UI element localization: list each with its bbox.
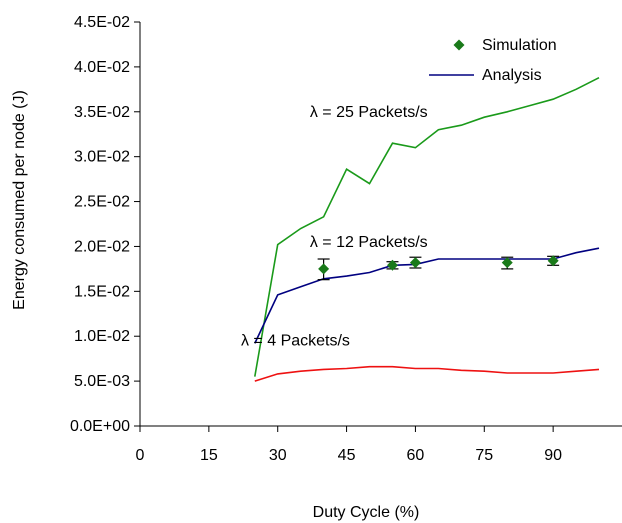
y-tick-label: 1.5E-02 bbox=[74, 283, 130, 300]
series-line-1 bbox=[254, 247, 600, 344]
y-tick-label: 0.0E+00 bbox=[70, 418, 130, 435]
annotation-1: λ = 12 Packets/s bbox=[310, 234, 428, 251]
legend: Simulation Analysis bbox=[429, 37, 557, 84]
series-line-2 bbox=[254, 365, 600, 382]
y-tick-label: 4.5E-02 bbox=[74, 14, 130, 31]
x-tick-label: 75 bbox=[475, 447, 493, 464]
simulation-point bbox=[501, 257, 513, 269]
x-tick-label: 45 bbox=[338, 447, 356, 464]
markers-group bbox=[317, 255, 560, 281]
y-tick-label: 3.5E-02 bbox=[74, 104, 130, 121]
annotation-0: λ = 25 Packets/s bbox=[310, 104, 428, 121]
y-tick-label: 2.0E-02 bbox=[74, 238, 130, 255]
x-tick-label: 60 bbox=[407, 447, 425, 464]
simulation-point bbox=[386, 259, 398, 271]
x-tick-label: 90 bbox=[544, 447, 562, 464]
y-tick-label: 2.5E-02 bbox=[74, 194, 130, 211]
legend-analysis-label: Analysis bbox=[482, 67, 542, 84]
x-tick-label: 30 bbox=[269, 447, 287, 464]
legend-simulation-label: Simulation bbox=[482, 37, 557, 54]
x-axis-title: Duty Cycle (%) bbox=[313, 504, 420, 521]
axes: 0.0E+00 5.0E-03 1.0E-02 1.5E-02 2.0E-02 2.5E-… bbox=[70, 14, 622, 464]
x-tick-label: 15 bbox=[200, 447, 218, 464]
y-tick-label: 1.0E-02 bbox=[74, 328, 130, 345]
simulation-point bbox=[547, 255, 559, 267]
y-tick-label: 4.0E-02 bbox=[74, 59, 130, 76]
annotations-group: λ = 25 Packets/s λ = 12 Packets/s λ = 4 Pa… bbox=[241, 104, 428, 350]
annotation-2: λ = 4 Packets/s bbox=[241, 333, 350, 350]
y-tick-label: 5.0E-03 bbox=[74, 373, 130, 390]
simulation-point bbox=[409, 257, 421, 269]
y-axis-title: Energy consumed per node (J) bbox=[11, 90, 28, 310]
simulation-point bbox=[318, 263, 330, 275]
series-line-0 bbox=[254, 76, 600, 377]
legend-simulation-marker bbox=[453, 39, 465, 51]
y-tick-label: 3.0E-02 bbox=[74, 149, 130, 166]
series-group bbox=[254, 76, 600, 382]
x-tick-label: 0 bbox=[136, 447, 145, 464]
